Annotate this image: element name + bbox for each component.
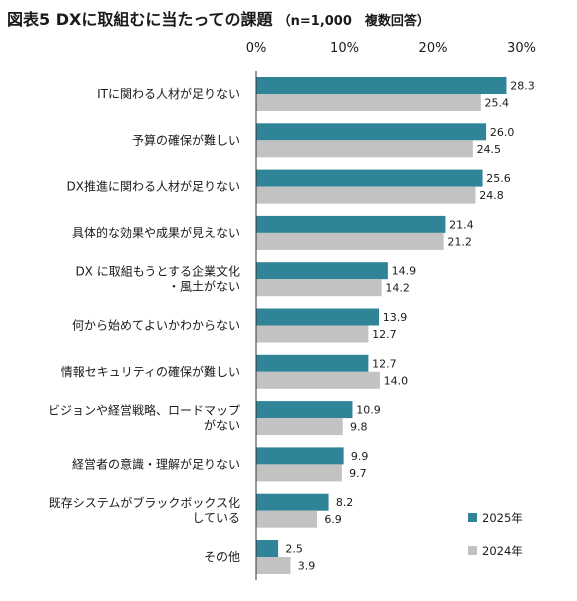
value-label-2025: 10.9 — [356, 404, 381, 417]
value-label-2024: 14.0 — [384, 374, 409, 387]
value-label-2025: 28.3 — [510, 80, 535, 93]
legend-swatch-2024 — [468, 546, 477, 555]
x-tick-label: 30% — [507, 41, 536, 56]
category-label: 情報セキュリティの確保が難しい — [61, 364, 240, 379]
value-label-2024: 25.4 — [485, 97, 510, 110]
category-label: 何から始めてよいかわからない — [72, 319, 240, 333]
value-label-2025: 14.9 — [392, 265, 417, 278]
category-label: 予算の確保が難しい — [132, 132, 240, 147]
bar-2024 — [256, 94, 481, 111]
bar-2024 — [256, 418, 343, 436]
bar-2024 — [256, 186, 476, 204]
value-label-2024: 6.9 — [324, 513, 342, 526]
category-label: ITに関わる人材が足りない — [97, 86, 240, 101]
value-label-2024: 24.5 — [477, 143, 502, 156]
value-label-2025: 21.4 — [449, 218, 474, 231]
x-tick-label: 0% — [246, 41, 267, 56]
value-label-2025: 25.6 — [486, 172, 511, 185]
value-label-2024: 14.2 — [385, 282, 410, 295]
category-label: 既存システムがブラックボックス化 — [49, 495, 240, 510]
value-labels: 28.325.4 26.0 24.5 25.6 24.8 21.4 21.2 14.9 14.2… — [285, 80, 534, 573]
value-label-2024: 12.7 — [372, 328, 397, 341]
bar-2025 — [256, 308, 380, 326]
value-label-2024: 3.9 — [298, 560, 316, 573]
bar-2024 — [256, 510, 318, 528]
value-label-2025: 26.0 — [490, 126, 515, 139]
legend: 2025年 2024年 — [468, 511, 523, 558]
chart-title: 図表5 DXに取組むに当たっての課題 （n=1,000 複数回答） — [7, 6, 430, 30]
value-label-2025: 8.2 — [336, 496, 354, 509]
bar-2024 — [256, 140, 473, 158]
bar-2025 — [256, 447, 344, 465]
value-label-2025: 13.9 — [383, 311, 408, 324]
value-label-2025: 12.7 — [372, 357, 397, 370]
value-label-2024: 9.8 — [350, 421, 368, 434]
bars — [256, 77, 507, 574]
bar-2024 — [256, 325, 369, 343]
bar-2025 — [256, 401, 353, 419]
legend-swatch-2025 — [468, 513, 477, 522]
value-label-2025: 9.9 — [351, 450, 369, 463]
x-tick-label: 20% — [419, 41, 448, 56]
bar-2025 — [256, 540, 279, 557]
bar-2024 — [256, 371, 380, 389]
category-label: ビジョンや経営戦略、ロードマップ — [48, 403, 240, 418]
bar-2024 — [256, 557, 291, 574]
category-label: している — [192, 511, 240, 525]
bar-2024 — [256, 232, 444, 250]
bar-2025 — [256, 262, 388, 280]
chart-title-main: 図表5 DXに取組むに当たっての課題 — [7, 10, 273, 29]
chart-title-subtitle: （n=1,000 複数回答） — [277, 14, 430, 29]
value-label-2024: 9.7 — [349, 467, 367, 480]
bar-2025 — [256, 77, 507, 94]
category-label: DX に取組もうとする企業文化 — [75, 264, 240, 279]
category-label: 具体的な効果や成果が見えない — [72, 225, 240, 240]
legend-label-2024: 2024年 — [482, 544, 523, 558]
value-label-2025: 2.5 — [285, 543, 303, 556]
x-tick-label: 10% — [330, 41, 359, 56]
category-label: ・風土がない — [168, 279, 240, 294]
category-label: がない — [204, 418, 240, 433]
value-label-2024: 21.2 — [447, 235, 472, 248]
bar-2025 — [256, 493, 329, 511]
legend-label-2025: 2025年 — [482, 511, 523, 525]
x-axis-ticks: 0% 10% 20% 30% — [246, 41, 536, 56]
category-label: DX推進に関わる人材が足りない — [67, 179, 240, 194]
category-label: その他 — [204, 550, 240, 564]
bar-2025 — [256, 169, 483, 187]
bar-2025 — [256, 354, 369, 372]
value-label-2024: 24.8 — [479, 189, 504, 202]
bar-2024 — [256, 279, 382, 297]
category-label: 経営者の意識・理解が足りない — [72, 456, 240, 471]
bar-2025 — [256, 123, 487, 141]
bar-2024 — [256, 464, 342, 482]
bar-2025 — [256, 215, 446, 233]
